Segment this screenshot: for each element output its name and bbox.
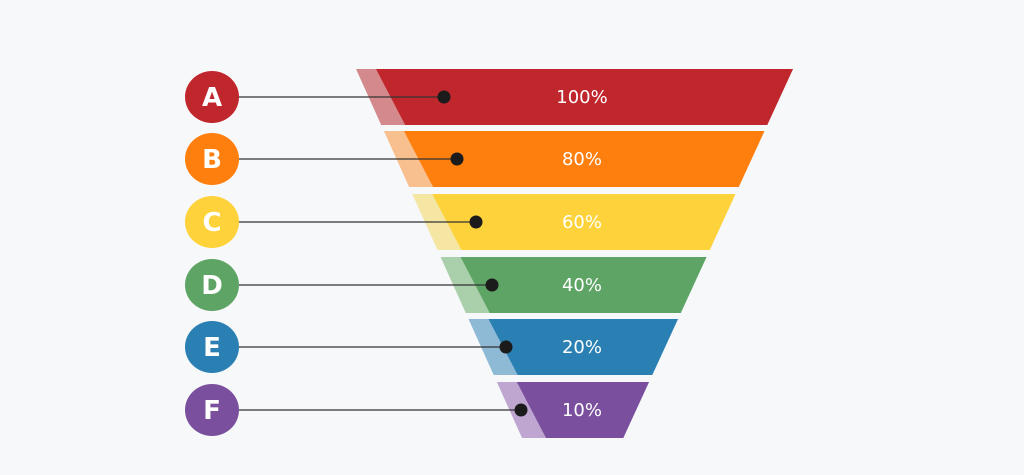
funnel-badges: A B C D E F: [185, 71, 239, 436]
funnel-band-e: [488, 319, 678, 375]
connector-dot-c: [469, 215, 483, 229]
funnel-value-label-f: 10%: [562, 400, 602, 421]
funnel-value-label-b: 80%: [562, 149, 602, 170]
connector-dot-f: [514, 403, 528, 417]
funnel-value-label-d: 40%: [562, 275, 602, 296]
stage-letter-d: D: [201, 271, 223, 301]
funnel-band-a: [376, 69, 793, 125]
funnel-value-label-e: 20%: [562, 337, 602, 358]
connector-dot-e: [499, 340, 513, 354]
funnel-band-f: [516, 382, 650, 438]
stage-badge-e: [185, 321, 239, 373]
funnel-band-b: [403, 131, 765, 187]
stage-letter-c: C: [202, 208, 221, 238]
funnel-value-label-a: 100%: [556, 87, 607, 108]
connector-dot-b: [450, 152, 464, 166]
funnel-band-c: [432, 194, 736, 250]
stage-badge-f: [185, 384, 239, 436]
stage-letter-b: B: [202, 145, 222, 175]
stage-badge-a: [185, 71, 239, 123]
stage-badge-b: [185, 133, 239, 185]
stage-letter-f: F: [203, 396, 221, 426]
funnel-bands: 100% 80% 60% 40% 20% 10%: [356, 69, 793, 438]
funnel-connectors: [239, 90, 528, 417]
stage-badge-c: [185, 196, 239, 248]
stage-letter-a: A: [202, 83, 222, 113]
stage-letter-e: E: [203, 333, 221, 363]
funnel-value-label-c: 60%: [562, 212, 602, 233]
funnel-band-d: [460, 257, 707, 313]
stage-badge-d: [185, 259, 239, 311]
connector-dot-d: [485, 278, 499, 292]
connector-dot-a: [437, 90, 451, 104]
